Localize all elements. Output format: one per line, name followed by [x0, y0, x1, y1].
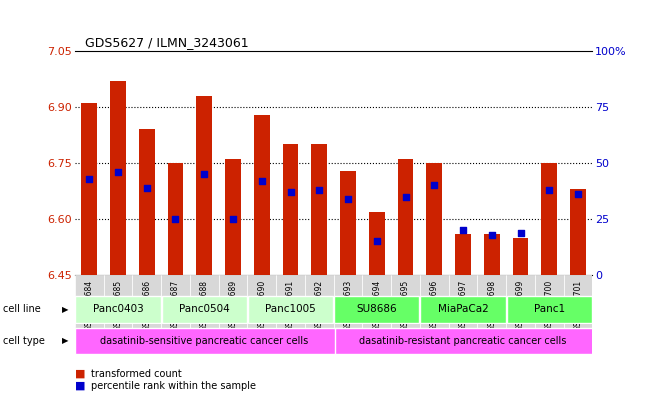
Text: GSM1435684: GSM1435684	[85, 280, 94, 331]
FancyBboxPatch shape	[247, 275, 276, 332]
Bar	[167, 163, 184, 275]
FancyBboxPatch shape	[335, 328, 607, 354]
Text: SU8686: SU8686	[357, 305, 397, 314]
Bar	[81, 103, 97, 275]
Text: transformed count: transformed count	[91, 369, 182, 379]
Point	[113, 169, 123, 175]
Text: GSM1435689: GSM1435689	[229, 280, 238, 331]
Text: GSM1435700: GSM1435700	[545, 280, 554, 331]
FancyBboxPatch shape	[75, 275, 104, 332]
FancyBboxPatch shape	[363, 275, 391, 332]
FancyBboxPatch shape	[506, 275, 535, 332]
FancyBboxPatch shape	[76, 328, 348, 354]
FancyBboxPatch shape	[161, 275, 190, 332]
FancyBboxPatch shape	[564, 275, 592, 332]
Bar	[570, 189, 586, 275]
Text: ■: ■	[75, 381, 85, 391]
Point	[285, 189, 296, 195]
Point	[486, 231, 497, 238]
Bar	[369, 211, 385, 275]
Bar	[197, 96, 212, 275]
Point	[429, 182, 439, 189]
Bar	[426, 163, 442, 275]
Point	[256, 178, 267, 184]
FancyBboxPatch shape	[132, 275, 161, 332]
Text: ▶: ▶	[62, 305, 68, 314]
FancyBboxPatch shape	[421, 296, 506, 323]
Text: GSM1435699: GSM1435699	[516, 280, 525, 331]
Point	[458, 227, 468, 233]
Bar	[455, 234, 471, 275]
Bar	[340, 171, 356, 275]
Text: GSM1435685: GSM1435685	[113, 280, 122, 331]
Text: GSM1435701: GSM1435701	[574, 280, 583, 331]
FancyBboxPatch shape	[506, 296, 592, 323]
Text: GSM1435690: GSM1435690	[257, 280, 266, 331]
Bar	[484, 234, 500, 275]
Bar	[110, 81, 126, 275]
Bar	[512, 238, 529, 275]
Text: GSM1435697: GSM1435697	[458, 280, 467, 331]
Point	[84, 176, 94, 182]
FancyBboxPatch shape	[333, 275, 363, 332]
Bar	[139, 129, 155, 275]
FancyBboxPatch shape	[276, 275, 305, 332]
Bar	[311, 144, 327, 275]
Text: Panc0504: Panc0504	[179, 305, 230, 314]
FancyBboxPatch shape	[190, 275, 219, 332]
Text: GSM1435686: GSM1435686	[143, 280, 151, 331]
Text: GSM1435691: GSM1435691	[286, 280, 295, 331]
Point	[372, 238, 382, 244]
Point	[171, 216, 181, 222]
Point	[228, 216, 238, 222]
Text: Panc0403: Panc0403	[92, 305, 143, 314]
Text: dasatinib-sensitive pancreatic cancer cells: dasatinib-sensitive pancreatic cancer ce…	[100, 336, 309, 346]
FancyBboxPatch shape	[305, 275, 333, 332]
Text: Panc1: Panc1	[534, 305, 565, 314]
FancyBboxPatch shape	[219, 275, 247, 332]
Text: ▶: ▶	[62, 336, 68, 345]
Point	[516, 230, 526, 236]
Text: GSM1435695: GSM1435695	[401, 280, 410, 331]
Text: GSM1435687: GSM1435687	[171, 280, 180, 331]
Point	[544, 187, 555, 193]
Bar	[398, 159, 413, 275]
Point	[314, 187, 324, 193]
FancyBboxPatch shape	[76, 296, 161, 323]
Bar	[283, 144, 298, 275]
Text: GSM1435694: GSM1435694	[372, 280, 381, 331]
Text: GSM1435696: GSM1435696	[430, 280, 439, 331]
Text: GSM1435692: GSM1435692	[315, 280, 324, 331]
FancyBboxPatch shape	[420, 275, 449, 332]
Text: Panc1005: Panc1005	[265, 305, 316, 314]
FancyBboxPatch shape	[391, 275, 420, 332]
Text: MiaPaCa2: MiaPaCa2	[437, 305, 488, 314]
Point	[400, 194, 411, 200]
Point	[573, 191, 583, 198]
FancyBboxPatch shape	[477, 275, 506, 332]
Point	[199, 171, 210, 178]
FancyBboxPatch shape	[535, 275, 564, 332]
Text: ■: ■	[75, 369, 85, 379]
FancyBboxPatch shape	[334, 296, 419, 323]
Text: GSM1435688: GSM1435688	[200, 280, 209, 331]
Bar	[254, 114, 270, 275]
FancyBboxPatch shape	[161, 296, 247, 323]
Bar	[542, 163, 557, 275]
Text: GSM1435698: GSM1435698	[488, 280, 496, 331]
Text: cell line: cell line	[3, 305, 41, 314]
Text: dasatinib-resistant pancreatic cancer cells: dasatinib-resistant pancreatic cancer ce…	[359, 336, 567, 346]
Text: percentile rank within the sample: percentile rank within the sample	[91, 381, 256, 391]
FancyBboxPatch shape	[248, 296, 333, 323]
Point	[141, 185, 152, 191]
Text: GSM1435693: GSM1435693	[344, 280, 352, 331]
Bar	[225, 159, 241, 275]
Point	[343, 196, 353, 202]
Text: GDS5627 / ILMN_3243061: GDS5627 / ILMN_3243061	[85, 35, 249, 48]
Text: cell type: cell type	[3, 336, 45, 346]
FancyBboxPatch shape	[104, 275, 132, 332]
FancyBboxPatch shape	[449, 275, 477, 332]
